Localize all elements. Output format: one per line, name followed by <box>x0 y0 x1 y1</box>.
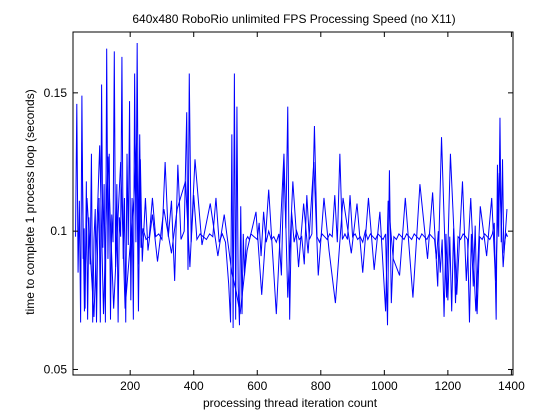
y-axis-label: time to complete 1 process loop (seconds… <box>23 89 37 314</box>
x-tick-label: 600 <box>247 379 267 393</box>
series-line-1 <box>75 43 509 328</box>
y-tick-label: 0.15 <box>44 86 68 100</box>
x-axis-ticks: 200 400 600 800 1000 1200 1400 <box>120 32 525 393</box>
x-tick-label: 800 <box>311 379 331 393</box>
y-axis-ticks: 0.05 0.1 0.15 <box>44 86 513 376</box>
x-tick-label: 400 <box>184 379 204 393</box>
y-tick-label: 0.1 <box>50 224 67 238</box>
x-axis-label: processing thread iteration count <box>203 396 378 410</box>
chart-title: 640x480 RoboRio unlimited FPS Processing… <box>132 12 455 26</box>
x-tick-label: 1400 <box>498 379 525 393</box>
x-tick-label: 1000 <box>371 379 398 393</box>
y-tick-label: 0.05 <box>44 362 68 376</box>
axes-box <box>72 31 514 376</box>
plot-area <box>72 31 514 376</box>
x-tick-label: 1200 <box>435 379 462 393</box>
series-line-2 <box>81 137 508 317</box>
series-layer <box>75 43 509 328</box>
x-tick-label: 200 <box>120 379 140 393</box>
